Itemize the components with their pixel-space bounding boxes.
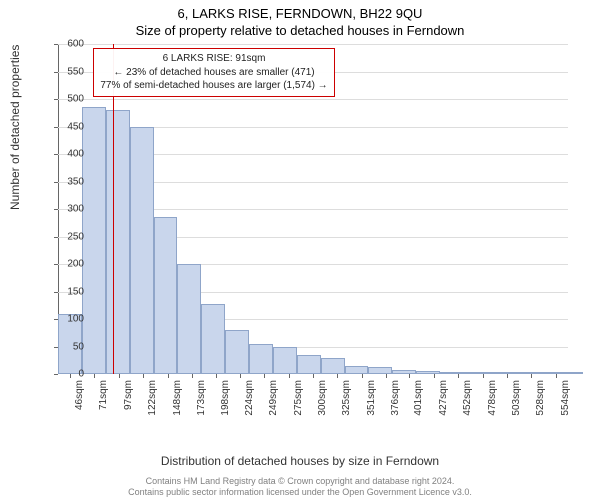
xtick-label: 148sqm [172,380,183,416]
xtick-mark [483,374,484,378]
footer-line-1: Contains HM Land Registry data © Crown c… [0,476,600,487]
histogram-bar [130,127,154,375]
ytick-label: 200 [54,259,84,270]
histogram-bar [249,344,273,374]
ytick-label: 500 [54,94,84,105]
xtick-mark [168,374,169,378]
xtick-label: 427sqm [438,380,449,416]
xtick-label: 249sqm [268,380,279,416]
xtick-mark [264,374,265,378]
histogram-bar [464,372,488,374]
xtick-label: 173sqm [196,380,207,416]
chart-area [58,44,578,404]
xtick-label: 300sqm [317,380,328,416]
ytick-label: 300 [54,204,84,215]
xtick-label: 198sqm [220,380,231,416]
histogram-bar [321,358,345,375]
xtick-label: 122sqm [147,380,158,416]
chart-subtitle: Size of property relative to detached ho… [0,21,600,38]
histogram-bar [416,371,440,374]
xtick-mark [556,374,557,378]
histogram-bar [368,367,392,374]
xtick-label: 528sqm [535,380,546,416]
ytick-label: 600 [54,39,84,50]
histogram-bar [512,372,536,374]
xtick-mark [313,374,314,378]
xtick-label: 46sqm [74,380,85,410]
histogram-bar [106,110,130,374]
histogram-bar [345,366,369,374]
xtick-mark [216,374,217,378]
xtick-label: 325sqm [341,380,352,416]
xtick-label: 401sqm [413,380,424,416]
attribution-footer: Contains HM Land Registry data © Crown c… [0,476,600,499]
gridline [58,44,568,45]
ytick-label: 350 [54,176,84,187]
xtick-mark [289,374,290,378]
ytick-label: 100 [54,314,84,325]
xtick-label: 224sqm [244,380,255,416]
xtick-mark [94,374,95,378]
callout-box: 6 LARKS RISE: 91sqm← 23% of detached hou… [93,48,334,97]
histogram-bar [488,372,512,374]
ytick-label: 150 [54,286,84,297]
footer-line-2: Contains public sector information licen… [0,487,600,498]
ytick-label: 550 [54,66,84,77]
xtick-label: 554sqm [560,380,571,416]
ytick-label: 450 [54,121,84,132]
x-axis-label: Distribution of detached houses by size … [0,454,600,468]
xtick-mark [119,374,120,378]
callout-line-1: 6 LARKS RISE: 91sqm [100,52,327,66]
xtick-label: 71sqm [98,380,109,410]
xtick-label: 503sqm [511,380,522,416]
callout-line-2: ← 23% of detached houses are smaller (47… [100,66,327,80]
xtick-mark [192,374,193,378]
histogram-bar [559,372,583,374]
xtick-mark [362,374,363,378]
gridline [58,99,568,100]
histogram-bar [201,304,225,374]
xtick-label: 97sqm [123,380,134,410]
xtick-label: 376sqm [390,380,401,416]
xtick-mark [507,374,508,378]
xtick-label: 452sqm [462,380,473,416]
ytick-label: 0 [54,369,84,380]
histogram-bar [82,107,106,374]
ytick-label: 400 [54,149,84,160]
histogram-bar [392,370,416,374]
histogram-bar [177,264,201,374]
ytick-label: 250 [54,231,84,242]
xtick-mark [458,374,459,378]
xtick-mark [240,374,241,378]
xtick-mark [386,374,387,378]
xtick-label: 275sqm [293,380,304,416]
xtick-mark [434,374,435,378]
histogram-bar [225,330,249,374]
histogram-bar [273,347,297,375]
xtick-mark [337,374,338,378]
page-title: 6, LARKS RISE, FERNDOWN, BH22 9QU [0,0,600,21]
y-axis-label: Number of detached properties [8,45,22,210]
histogram-bar [297,355,321,374]
xtick-mark [409,374,410,378]
histogram-bar [154,217,178,374]
xtick-label: 478sqm [487,380,498,416]
histogram-bar [440,372,464,374]
callout-line-3: 77% of semi-detached houses are larger (… [100,79,327,93]
xtick-mark [143,374,144,378]
xtick-mark [531,374,532,378]
ytick-label: 50 [54,341,84,352]
xtick-label: 351sqm [366,380,377,416]
